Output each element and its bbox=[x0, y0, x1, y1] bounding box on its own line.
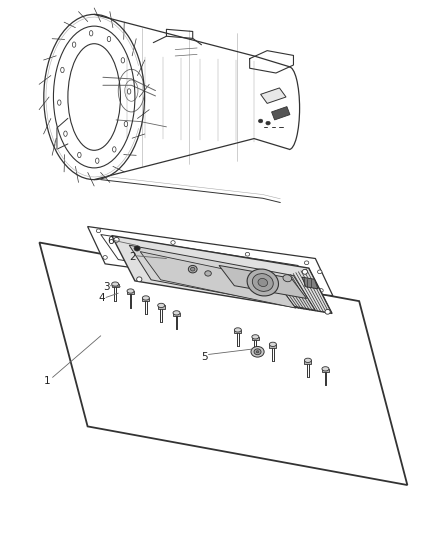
Ellipse shape bbox=[191, 268, 195, 271]
Polygon shape bbox=[112, 284, 119, 287]
Polygon shape bbox=[261, 88, 286, 103]
Ellipse shape bbox=[304, 261, 309, 265]
Ellipse shape bbox=[302, 269, 307, 274]
Polygon shape bbox=[173, 313, 180, 316]
Ellipse shape bbox=[96, 229, 101, 233]
Text: 3: 3 bbox=[103, 282, 110, 292]
Ellipse shape bbox=[247, 269, 279, 296]
Ellipse shape bbox=[258, 119, 263, 123]
Ellipse shape bbox=[134, 246, 140, 251]
Ellipse shape bbox=[113, 147, 116, 152]
Ellipse shape bbox=[64, 131, 67, 136]
Polygon shape bbox=[302, 277, 318, 289]
Ellipse shape bbox=[258, 278, 268, 287]
Ellipse shape bbox=[112, 282, 119, 286]
Ellipse shape bbox=[252, 335, 259, 339]
Polygon shape bbox=[234, 330, 241, 333]
Ellipse shape bbox=[127, 89, 131, 94]
Polygon shape bbox=[252, 337, 259, 340]
Ellipse shape bbox=[318, 270, 322, 274]
Polygon shape bbox=[88, 227, 333, 296]
Polygon shape bbox=[272, 107, 290, 120]
Ellipse shape bbox=[121, 58, 125, 63]
Ellipse shape bbox=[319, 289, 323, 292]
Polygon shape bbox=[112, 236, 332, 313]
Polygon shape bbox=[142, 298, 149, 301]
Ellipse shape bbox=[173, 311, 180, 315]
Ellipse shape bbox=[57, 100, 61, 105]
Ellipse shape bbox=[103, 255, 107, 259]
Ellipse shape bbox=[72, 42, 76, 47]
Ellipse shape bbox=[107, 36, 111, 42]
Text: 5: 5 bbox=[201, 352, 208, 362]
Text: 2: 2 bbox=[129, 252, 136, 262]
Ellipse shape bbox=[250, 278, 254, 282]
Ellipse shape bbox=[95, 158, 99, 164]
Ellipse shape bbox=[256, 351, 259, 353]
Polygon shape bbox=[101, 235, 315, 290]
Polygon shape bbox=[219, 265, 307, 298]
Polygon shape bbox=[304, 360, 311, 364]
Ellipse shape bbox=[245, 253, 250, 256]
Ellipse shape bbox=[234, 328, 241, 332]
Ellipse shape bbox=[60, 67, 64, 72]
Polygon shape bbox=[127, 291, 134, 294]
Ellipse shape bbox=[304, 358, 311, 362]
Polygon shape bbox=[269, 344, 276, 348]
Ellipse shape bbox=[269, 342, 276, 346]
Ellipse shape bbox=[283, 274, 292, 282]
Ellipse shape bbox=[205, 271, 211, 276]
Polygon shape bbox=[140, 252, 296, 308]
Ellipse shape bbox=[266, 122, 270, 125]
Ellipse shape bbox=[158, 303, 165, 308]
Ellipse shape bbox=[252, 273, 273, 292]
Ellipse shape bbox=[254, 349, 261, 355]
Text: 6: 6 bbox=[107, 237, 114, 246]
Polygon shape bbox=[322, 369, 329, 372]
Ellipse shape bbox=[142, 296, 149, 300]
Text: 4: 4 bbox=[99, 294, 105, 303]
Ellipse shape bbox=[78, 152, 81, 158]
Ellipse shape bbox=[188, 265, 197, 273]
Ellipse shape bbox=[322, 367, 329, 371]
Ellipse shape bbox=[177, 266, 181, 271]
Ellipse shape bbox=[127, 289, 134, 293]
Ellipse shape bbox=[311, 287, 315, 291]
Polygon shape bbox=[158, 305, 165, 309]
Polygon shape bbox=[129, 245, 315, 310]
Ellipse shape bbox=[251, 346, 264, 357]
Text: 1: 1 bbox=[44, 376, 50, 386]
Ellipse shape bbox=[137, 277, 142, 282]
Ellipse shape bbox=[114, 237, 119, 242]
Ellipse shape bbox=[171, 241, 175, 244]
Ellipse shape bbox=[89, 30, 93, 36]
Ellipse shape bbox=[124, 122, 128, 127]
Polygon shape bbox=[39, 243, 407, 485]
Ellipse shape bbox=[325, 309, 330, 314]
